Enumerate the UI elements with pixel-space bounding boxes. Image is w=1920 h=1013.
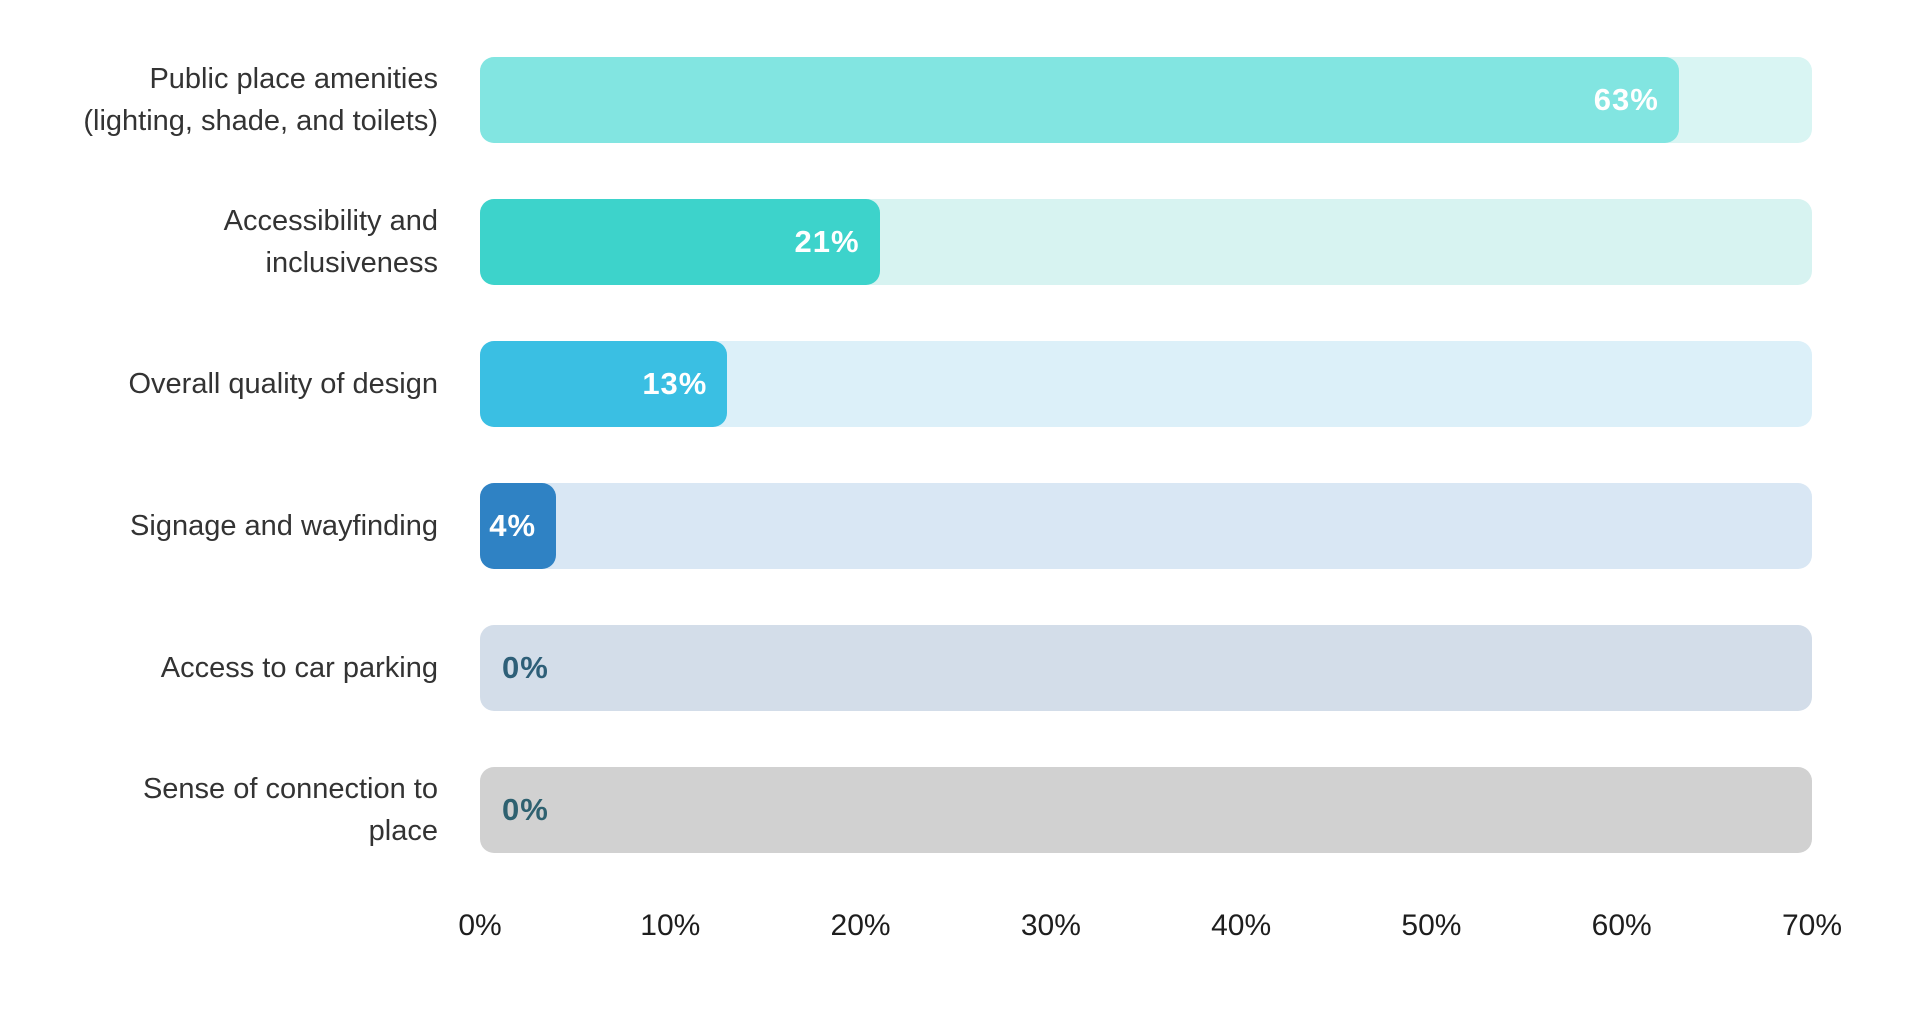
category-label: Overall quality of design [128, 367, 439, 400]
x-axis-tick-label: 30% [1020, 909, 1081, 942]
x-axis-tick-label: 70% [1781, 909, 1843, 942]
bar-fill: 4% [480, 483, 557, 569]
value-label: 63% [1593, 82, 1659, 117]
x-axis-tick-label: 0% [458, 909, 502, 942]
x-axis-tick-label: 10% [640, 909, 701, 942]
bar-rows: Public place amenities (lighting, shade,… [0, 57, 1812, 853]
bar-row: Sense of connection to place 0% [0, 767, 1812, 853]
category-label: Accessibility and inclusiveness [223, 204, 438, 279]
value-label: 0% [502, 792, 549, 827]
axis-spacer [0, 909, 480, 951]
x-axis-tick-label: 60% [1591, 909, 1652, 942]
bar-row: Overall quality of design 13% [0, 341, 1812, 427]
category-label: Access to car parking [160, 651, 438, 684]
value-label: 21% [794, 224, 860, 259]
category-label: Signage and wayfinding [130, 509, 438, 542]
bar-fill: 13% [480, 341, 728, 427]
x-axis-tick-label: 20% [830, 909, 891, 942]
bar-row: Accessibility and inclusiveness 21% [0, 199, 1812, 285]
category-label: Public place amenities (lighting, shade,… [83, 62, 438, 137]
value-label: 13% [642, 366, 708, 401]
bar-row: Access to car parking 0% [0, 625, 1812, 711]
x-axis: 0% 10% 20% 30% 40% 50% 60% 70% [458, 909, 1842, 951]
value-label: 0% [502, 650, 549, 685]
bar-track: 0% [480, 767, 1812, 853]
value-label: 4% [489, 508, 537, 543]
bar-track: 63% [480, 57, 1812, 143]
x-axis-tick-label: 50% [1401, 909, 1462, 942]
x-axis-row: 0% 10% 20% 30% 40% 50% 60% 70% [0, 909, 1842, 951]
bar-track: 4% [480, 483, 1812, 569]
bar-track: 13% [480, 341, 1812, 427]
category-label: Sense of connection to place [142, 772, 438, 847]
bar-fill: 21% [480, 199, 880, 285]
bar-row: Signage and wayfinding 4% [0, 483, 1812, 569]
bar-fill: 63% [480, 57, 1679, 143]
bar-track: 21% [480, 199, 1812, 285]
bar-track: 0% [480, 625, 1812, 711]
bar-row: Public place amenities (lighting, shade,… [0, 57, 1812, 143]
x-axis-tick-label: 40% [1211, 909, 1272, 942]
